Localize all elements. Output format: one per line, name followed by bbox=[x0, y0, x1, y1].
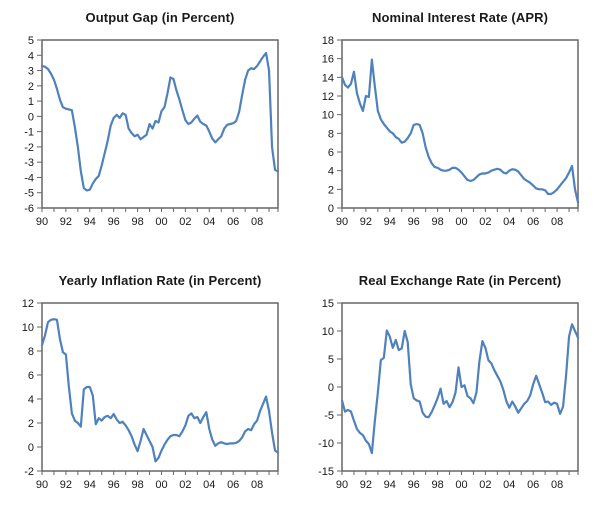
y-axis-tick-label: -3 bbox=[24, 157, 34, 169]
x-axis-tick-label: 94 bbox=[384, 479, 396, 491]
y-axis-tick-label: 5 bbox=[328, 354, 334, 366]
plot-border bbox=[41, 39, 279, 209]
x-axis-tick-label: 02 bbox=[479, 479, 491, 491]
y-axis-tick-label: 1 bbox=[28, 96, 34, 108]
chart-yearly-inflation-rate: Yearly Inflation Rate (in Percent) 12 10 8… bbox=[0, 263, 300, 526]
y-axis-tick-label: 4 bbox=[28, 394, 34, 406]
y-axis-tick-label: -10 bbox=[318, 438, 334, 450]
x-axis-tick-label: 96 bbox=[108, 216, 120, 228]
y-axis-tick-label: 12 bbox=[322, 91, 334, 103]
y-axis-tick-label: 16 bbox=[322, 54, 334, 66]
chart-title-nominal-interest-rate: Nominal Interest Rate (APR) bbox=[371, 10, 549, 25]
y-axis-tick-label: 6 bbox=[28, 370, 34, 382]
x-axis-tick-label: 04 bbox=[203, 216, 215, 228]
x-axis-tick-label: 96 bbox=[408, 216, 420, 228]
chart-title-output-gap: Output Gap (in Percent) bbox=[85, 10, 235, 25]
x-axis-tick-label: 08 bbox=[251, 479, 263, 491]
chart-nominal-interest-rate: Nominal Interest Rate (APR) 18 16 14 12 10 8 6… bbox=[300, 0, 600, 263]
y-axis-tick-label: 8 bbox=[28, 346, 34, 358]
x-axis-tick-label: 04 bbox=[503, 479, 515, 491]
y-axis-tick-label: 14 bbox=[322, 72, 334, 84]
data-line bbox=[40, 51, 280, 192]
x-axis-tick-label: 02 bbox=[479, 216, 491, 228]
x-axis-tick-label: 06 bbox=[527, 216, 539, 228]
x-axis-tick-label: 90 bbox=[336, 479, 348, 491]
data-line bbox=[40, 318, 280, 463]
x-axis-tick-label: 08 bbox=[251, 216, 263, 228]
x-axis-tick-label: 90 bbox=[36, 479, 48, 491]
x-axis-tick-label: 90 bbox=[36, 216, 48, 228]
x-axis-tick-label: 08 bbox=[551, 216, 563, 228]
y-axis-tick-label: 18 bbox=[322, 35, 334, 47]
y-axis-tick-label: 10 bbox=[322, 110, 334, 122]
x-axis-tick-label: 02 bbox=[179, 479, 191, 491]
y-axis-tick-label: 12 bbox=[22, 298, 34, 310]
y-axis-tick-label: 8 bbox=[328, 128, 334, 140]
x-axis-tick-label: 00 bbox=[455, 216, 467, 228]
y-axis-tick-label: 4 bbox=[28, 50, 34, 62]
y-axis-tick-label: 6 bbox=[328, 147, 334, 159]
x-axis-tick-label: 90 bbox=[336, 216, 348, 228]
y-axis-tick-label: -1 bbox=[24, 127, 34, 139]
y-axis-tick-label: 2 bbox=[328, 184, 334, 196]
y-axis-tick-label: 0 bbox=[328, 382, 334, 394]
x-axis-tick-label: 94 bbox=[84, 216, 96, 228]
y-axis-tick-label: 15 bbox=[322, 298, 334, 310]
x-axis-tick-label: 04 bbox=[203, 479, 215, 491]
x-axis-tick-label: 98 bbox=[131, 216, 143, 228]
y-axis-tick-label: 10 bbox=[322, 326, 334, 338]
y-axis-tick-label: 10 bbox=[22, 322, 34, 334]
y-axis-tick-label: -5 bbox=[324, 410, 334, 422]
output-gap-line-plot: 5 4 3 2 1 0 -1 -2 -3 -4 -5 -690 92 94 96 98 00 02 04 06 08 bbox=[24, 35, 280, 228]
y-axis-tick-label: -15 bbox=[318, 466, 334, 478]
x-axis-tick-label: 98 bbox=[431, 479, 443, 491]
x-axis-tick-label: 92 bbox=[60, 479, 72, 491]
x-axis-tick-label: 96 bbox=[108, 479, 120, 491]
chart-output-gap: Output Gap (in Percent) 5 4 3 2 1 0 -1 -2 -3 -4 -5… bbox=[0, 0, 300, 263]
x-axis-tick-label: 02 bbox=[179, 216, 191, 228]
plot-border bbox=[41, 302, 279, 472]
x-axis-tick-label: 96 bbox=[408, 479, 420, 491]
data-line bbox=[340, 58, 580, 204]
plot-border bbox=[341, 39, 579, 209]
data-line bbox=[340, 323, 580, 455]
y-axis-tick-label: -2 bbox=[24, 466, 34, 478]
x-axis-tick-label: 92 bbox=[360, 479, 372, 491]
x-axis-tick-label: 00 bbox=[155, 216, 167, 228]
y-axis-tick-label: 2 bbox=[28, 418, 34, 430]
x-axis-tick-label: 08 bbox=[551, 479, 563, 491]
y-axis-tick-label: -6 bbox=[24, 203, 34, 215]
x-axis-tick-label: 92 bbox=[360, 216, 372, 228]
x-axis-tick-label: 00 bbox=[155, 479, 167, 491]
y-axis-tick-label: 0 bbox=[28, 442, 34, 454]
y-axis-tick-label: 0 bbox=[328, 203, 334, 215]
x-axis-tick-label: 04 bbox=[503, 216, 515, 228]
x-axis-tick-label: 94 bbox=[384, 216, 396, 228]
chart-title-yearly-inflation-rate: Yearly Inflation Rate (in Percent) bbox=[58, 273, 262, 288]
y-axis-tick-label: 0 bbox=[28, 111, 34, 123]
x-axis-tick-label: 06 bbox=[227, 479, 239, 491]
chart-real-exchange-rate: Real Exchange Rate (in Percent) 15 10 5 0 -5… bbox=[300, 263, 600, 526]
chart-title-real-exchange-rate: Real Exchange Rate (in Percent) bbox=[358, 273, 562, 288]
x-axis-tick-label: 06 bbox=[227, 216, 239, 228]
y-axis-tick-label: -4 bbox=[24, 172, 34, 184]
y-axis-tick-label: -2 bbox=[24, 142, 34, 154]
y-axis-tick-label: 2 bbox=[28, 81, 34, 93]
x-axis-tick-label: 92 bbox=[60, 216, 72, 228]
y-axis-tick-label: -5 bbox=[24, 188, 34, 200]
x-axis-tick-label: 94 bbox=[84, 479, 96, 491]
x-axis-tick-label: 00 bbox=[455, 479, 467, 491]
x-axis-tick-label: 06 bbox=[527, 479, 539, 491]
y-axis-tick-label: 4 bbox=[328, 166, 334, 178]
y-axis-tick-label: 3 bbox=[28, 66, 34, 78]
x-axis-tick-label: 98 bbox=[431, 216, 443, 228]
x-axis-tick-label: 98 bbox=[131, 479, 143, 491]
nominal-interest-rate-line-plot: 18 16 14 12 10 8 6 4 2 090 92 94 96 98 00 02 04 06 08 bbox=[322, 35, 580, 228]
yearly-inflation-rate-line-plot: 12 10 8 6 4 2 0 -290 92 94 96 98 00 02 04 06 08 bbox=[22, 298, 280, 491]
y-axis-tick-label: 5 bbox=[28, 35, 34, 47]
